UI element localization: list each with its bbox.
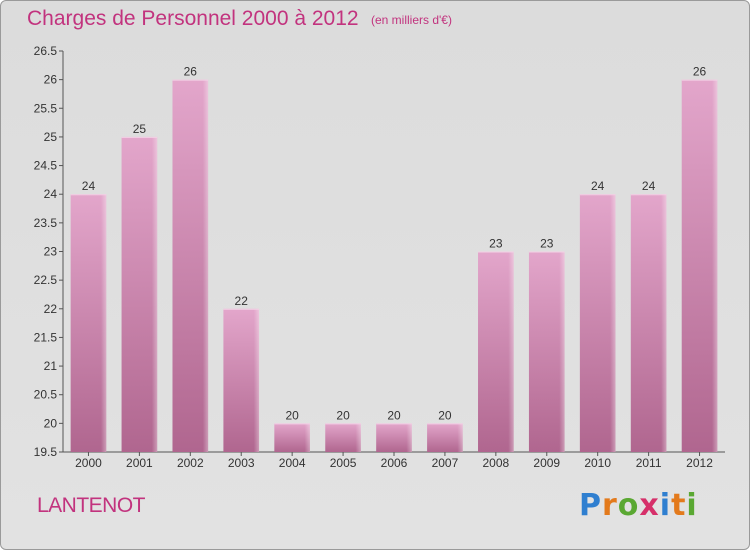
data-label: 24	[82, 179, 96, 193]
y-tick-label: 26	[44, 73, 58, 87]
x-tick-label: 2006	[381, 456, 408, 470]
x-tick-label: 2003	[228, 456, 255, 470]
logo-letter: t	[671, 488, 687, 523]
y-tick-label: 24	[44, 187, 58, 201]
x-tick-label: 2001	[126, 456, 153, 470]
bars: 24 25 26 22 20 20 20 20 23 23 24 24 26	[70, 65, 718, 453]
logo-letter: x	[639, 488, 660, 523]
bar-highlight	[121, 136, 158, 452]
data-label: 25	[133, 122, 147, 136]
logo-letter: r	[602, 488, 618, 523]
y-tick-label: 21	[44, 359, 58, 373]
bar-highlight	[681, 79, 718, 453]
bar-highlight	[376, 423, 412, 452]
y-tick-label: 22	[44, 302, 58, 316]
x-axis: 2000 2001 2002 2003 2004 2005 2006 2007 2008 2009…	[63, 451, 725, 470]
y-axis: 19.5 20 20.5 21 21.5 22 22.5 23 23.5 24 24.5 25 25.5…	[34, 44, 64, 459]
y-tick-label: 22.5	[34, 273, 58, 287]
bar-highlight	[70, 194, 107, 452]
logo-letter: i	[686, 488, 698, 523]
bar-highlight	[528, 251, 565, 452]
logo-letter: o	[617, 488, 640, 523]
data-label: 23	[540, 237, 554, 251]
x-tick-label: 2011	[636, 456, 662, 470]
logo-letter: P	[579, 488, 602, 523]
x-tick-label: 2009	[533, 456, 560, 470]
bar-highlight	[579, 194, 616, 452]
bar-highlight	[172, 79, 209, 453]
bar-highlight	[325, 423, 361, 452]
data-label: 24	[642, 179, 656, 193]
commune-name: LANTENOT	[37, 494, 146, 517]
chart-title: Charges de Personnel 2000 à 2012	[27, 7, 359, 30]
x-tick-label: 2000	[75, 456, 102, 470]
data-label: 22	[235, 294, 249, 308]
y-tick-label: 19.5	[34, 445, 58, 459]
y-tick-label: 20.5	[34, 388, 58, 402]
bar-highlight	[478, 251, 514, 452]
y-tick-label: 20	[44, 416, 58, 430]
data-label: 26	[693, 65, 707, 79]
y-tick-label: 23	[44, 245, 58, 259]
data-label: 20	[438, 408, 452, 422]
x-tick-label: 2002	[177, 456, 204, 470]
x-tick-label: 2007	[432, 456, 459, 470]
y-tick-label: 25.5	[34, 101, 58, 115]
bar-highlight	[274, 423, 310, 452]
x-tick-label: 2005	[330, 456, 357, 470]
data-label: 20	[387, 408, 401, 422]
chart-subtitle: (en milliers d'€)	[371, 13, 452, 27]
y-tick-label: 23.5	[34, 216, 58, 230]
data-label: 24	[591, 179, 605, 193]
y-tick-label: 26.5	[34, 44, 58, 58]
data-label: 20	[336, 408, 350, 422]
data-label: 26	[184, 65, 198, 79]
x-tick-label: 2008	[482, 456, 509, 470]
proxiti-logo[interactable]: Proxiti	[579, 488, 698, 523]
x-tick-label: 2010	[584, 456, 611, 470]
x-tick-label: 2004	[279, 456, 306, 470]
x-tick-label: 2012	[686, 456, 713, 470]
y-tick-label: 25	[44, 130, 58, 144]
bar-highlight	[630, 194, 667, 452]
data-label: 23	[489, 237, 503, 251]
bar-highlight	[427, 423, 463, 452]
logo-letter: i	[659, 488, 672, 523]
bar-highlight	[223, 308, 260, 452]
y-tick-label: 21.5	[34, 330, 58, 344]
y-tick-label: 24.5	[34, 159, 58, 173]
data-label: 20	[285, 408, 299, 422]
